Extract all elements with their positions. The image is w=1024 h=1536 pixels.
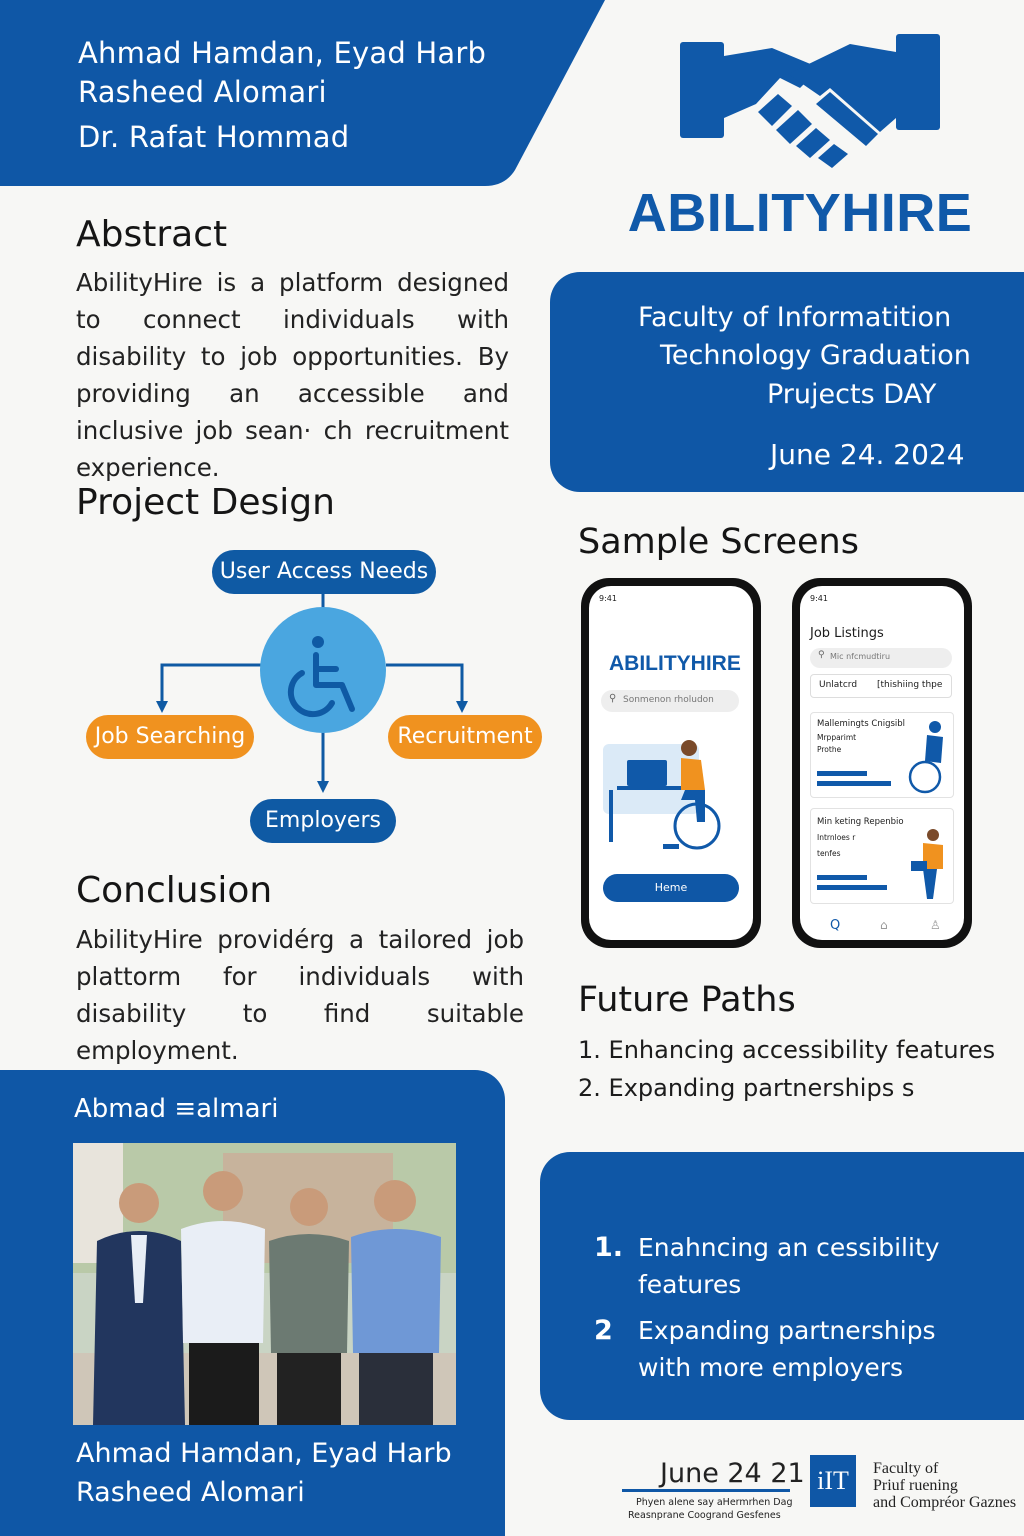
faculty-logo: iIT: [810, 1455, 856, 1507]
future-paths-heading: Future Paths: [578, 980, 796, 1020]
pill-job-searching: Job Searching: [86, 715, 254, 759]
job-card-line: Intrnloes r: [817, 833, 856, 842]
future-box-item-2-line-1: Expanding partnerships: [638, 1316, 936, 1345]
phone2-bottom-nav: Q ⌂ ♙: [800, 914, 964, 940]
search-icon: ⚲: [818, 650, 825, 660]
pill-recruitment: Recruitment: [388, 715, 542, 759]
phone1-logo: ABILITYHIRE: [609, 652, 741, 675]
future-box-item-1-line-2: features: [638, 1270, 742, 1299]
author-banner: Ahmad Hamdan, Eyad Harb Rasheed Alomari …: [0, 0, 605, 186]
pill-employers: Employers: [250, 799, 396, 843]
future-box-num-1: 1.: [594, 1232, 624, 1263]
job-card[interactable]: Min keting Repenbio Intrnloes r tenfes: [810, 808, 954, 904]
wheelchair-user-illustration: [908, 721, 943, 794]
job-card-title: Min keting Repenbio: [817, 817, 904, 827]
phone1-illustration: [603, 740, 721, 850]
wheelchair-icon: [287, 636, 355, 718]
phone2-filter-1: Unlatcrd: [819, 680, 858, 690]
phone1-home-button[interactable]: Heme: [603, 874, 739, 902]
home-icon[interactable]: ⌂: [880, 918, 888, 932]
phone-screen-job-listings: 9:41 Job Listings ⚲ Mic nfcmudtiru Unlat…: [800, 586, 964, 940]
authors-line-1: Ahmad Hamdan, Eyad Harb: [78, 36, 487, 70]
event-date: June 24. 2024: [770, 438, 965, 471]
team-caption-line-1: Ahmad Hamdan, Eyad Harb: [76, 1438, 452, 1469]
job-card[interactable]: Mallemingts Cnigsibl Mrpparimt Prothe: [810, 712, 954, 798]
team-name: Abmad ≡almari: [74, 1094, 279, 1124]
job-card-line: tenfes: [817, 849, 841, 858]
logo-wordmark: ABILITYHIRE: [627, 183, 973, 243]
future-box: 1. Enahncing an cessibility features 2 E…: [540, 1152, 1024, 1420]
conclusion-heading: Conclusion: [76, 870, 273, 911]
search-icon[interactable]: Q: [830, 918, 841, 933]
job-card-line: Prothe: [817, 745, 842, 754]
sample-screens-heading: Sample Screens: [578, 522, 859, 562]
footer-date: June 24 21: [660, 1458, 805, 1489]
team-caption-line-2: Rasheed Alomari: [76, 1477, 305, 1508]
phone2-search-placeholder: Mic nfcmudtiru: [830, 652, 891, 661]
phone-screen-home: 9:41 ABILITYHIRE ⚲ Sonmenon rholudon Hem…: [589, 586, 753, 940]
conclusion-text: AbilityHire providérg a tailored job pla…: [76, 925, 524, 1065]
footer-faculty-line-3: and Compréor Gaznes: [873, 1494, 1017, 1511]
supervisor-name: Dr. Rafat Hommad: [78, 120, 350, 154]
job-card-line: Mrpparimt: [817, 733, 857, 742]
faculty-line-3: Prujects DAY: [767, 379, 937, 410]
faculty-box: Faculty of Informatition Technology Grad…: [550, 272, 1024, 492]
future-box-item-2-line-2: with more employers: [638, 1353, 904, 1382]
abstract-text: AbilityHire is a platform designed to co…: [76, 268, 509, 482]
phone2-search-bar[interactable]: ⚲ Mic nfcmudtiru: [810, 648, 952, 668]
phone-mockup-job-listings: 9:41 Job Listings ⚲ Mic nfcmudtiru Unlat…: [792, 578, 972, 948]
pill-user-access-needs: User Access Needs: [212, 550, 436, 594]
phone-mockup-home: 9:41 ABILITYHIRE ⚲ Sonmenon rholudon Hem…: [581, 578, 761, 948]
handshake-icon: [680, 34, 940, 169]
profile-icon[interactable]: ♙: [930, 918, 941, 932]
phone1-search-bar[interactable]: ⚲ Sonmenon rholudon: [601, 690, 739, 712]
phone2-filter-bar[interactable]: Unlatcrd [thishiing thpe: [810, 674, 952, 698]
project-design-heading: Project Design: [76, 482, 335, 523]
job-card-title: Mallemingts Cnigsibl: [817, 719, 906, 729]
footer-small-line-2: Reasnprane Coogrand Gesfenes: [628, 1510, 781, 1521]
authors-line-2: Rasheed Alomari: [78, 75, 327, 109]
faculty-line-2: Technology Graduation: [660, 340, 971, 371]
faculty-line-1: Faculty of Informatition: [638, 302, 952, 333]
future-path-item-2: 2. Expanding partnerships s: [578, 1074, 915, 1102]
abstract-heading: Abstract: [76, 214, 228, 255]
footer-faculty-line-1: Faculty of: [873, 1460, 939, 1477]
footer-faculty-line-2: Priuf ruening: [873, 1477, 958, 1494]
phone1-search-placeholder: Sonmenon rholudon: [623, 695, 714, 705]
future-box-item-1-line-1: Enahncing an cessibility: [638, 1233, 940, 1262]
search-icon: ⚲: [609, 693, 617, 704]
phone2-filter-2: [thishiing thpe: [877, 680, 943, 690]
future-box-num-2: 2: [594, 1315, 613, 1346]
footer-small-line-1: Phyen alene say aHermrhen Dag: [636, 1497, 793, 1508]
phone2-title: Job Listings: [810, 626, 884, 641]
future-path-item-1: 1. Enhancing accessibility features: [578, 1036, 996, 1064]
footer-divider: [622, 1489, 790, 1492]
design-diagram: User Access Needs Job Searching Recruitm…: [80, 545, 550, 855]
worker-illustration: [911, 829, 943, 899]
team-photo: [73, 1143, 456, 1425]
